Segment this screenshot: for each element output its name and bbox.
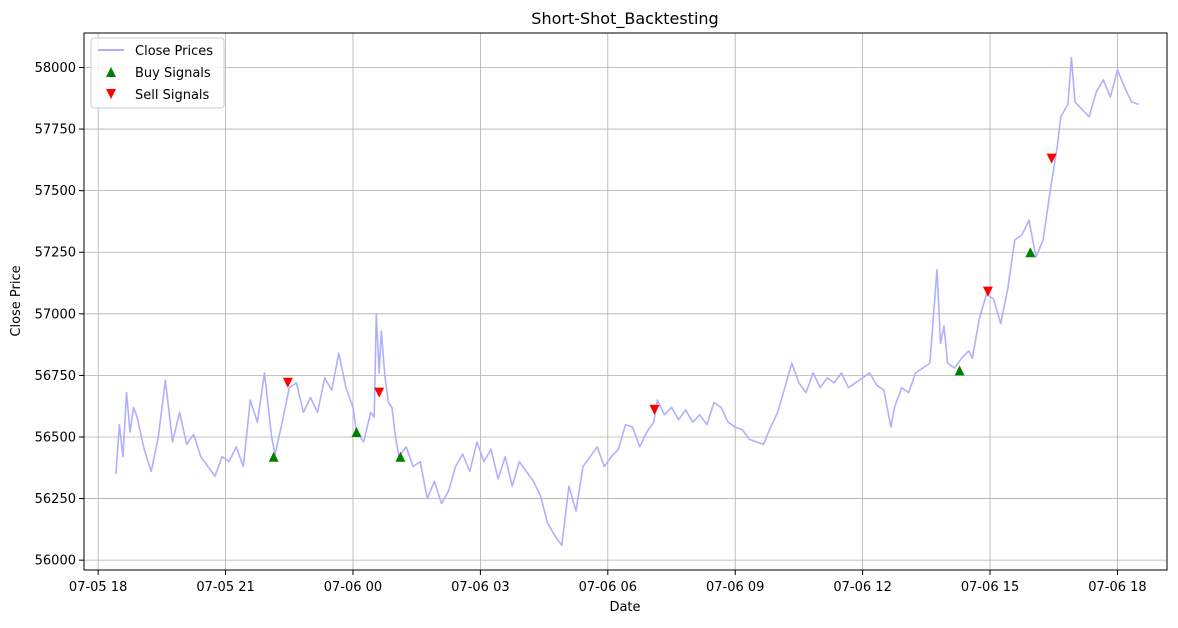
y-tick-label: 56000 [35,554,76,569]
buy-signal-marker [1025,247,1036,258]
chart-title: Short-Shot_Backtesting [531,9,718,29]
close-price-line [115,56,1139,547]
y-tick-label: 56750 [35,369,76,384]
y-tick-label: 57500 [35,184,76,199]
grid-lines [84,33,1167,570]
x-tick-label: 07-06 12 [833,580,891,595]
legend-label-buy: Buy Signals [135,66,211,81]
x-tick-label: 07-06 03 [451,580,509,595]
buy-signal-marker [954,365,965,376]
sell-signal-marker [649,404,660,415]
buy-signal-marker [395,451,406,462]
legend-label-close: Close Prices [135,44,213,59]
x-axis-label: Date [609,600,640,615]
sell-signal-marker [982,286,993,297]
x-tick-label: 07-06 06 [579,580,637,595]
plot-frame [83,32,1168,571]
y-tick-label: 57750 [35,123,76,138]
legend-sell-marker [106,89,116,99]
sell-signal-marker [1046,153,1057,164]
legend-buy-marker [106,67,116,77]
x-axis: 07-05 18 07-05 21 07-06 00 07-06 03 07-06 06… [69,570,1147,595]
y-axis-label: Close Price [9,265,24,336]
buy-signal-marker [268,451,279,462]
y-tick-label: 57250 [35,246,76,261]
x-tick-label: 07-06 15 [961,580,1019,595]
y-tick-label: 58000 [35,61,76,76]
y-tick-label: 57000 [35,307,76,322]
x-tick-label: 07-06 18 [1088,580,1146,595]
sell-signal-marker [374,387,385,398]
y-tick-label: 56250 [35,492,76,507]
legend-label-sell: Sell Signals [135,88,210,103]
legend: Close Prices Buy Signals Sell Signals [90,37,225,109]
x-tick-label: 07-06 09 [706,580,764,595]
y-axis: 56000 56250 56500 56750 57000 57250 57500 57750… [35,61,84,569]
legend-box [90,37,225,109]
sell-signal-marker [282,377,293,388]
y-tick-label: 56500 [35,430,76,445]
series-layer [115,56,1139,547]
buy-signal-marker [351,427,362,438]
x-tick-label: 07-06 00 [324,580,382,595]
x-tick-label: 07-05 18 [69,580,127,595]
x-tick-label: 07-05 21 [196,580,254,595]
